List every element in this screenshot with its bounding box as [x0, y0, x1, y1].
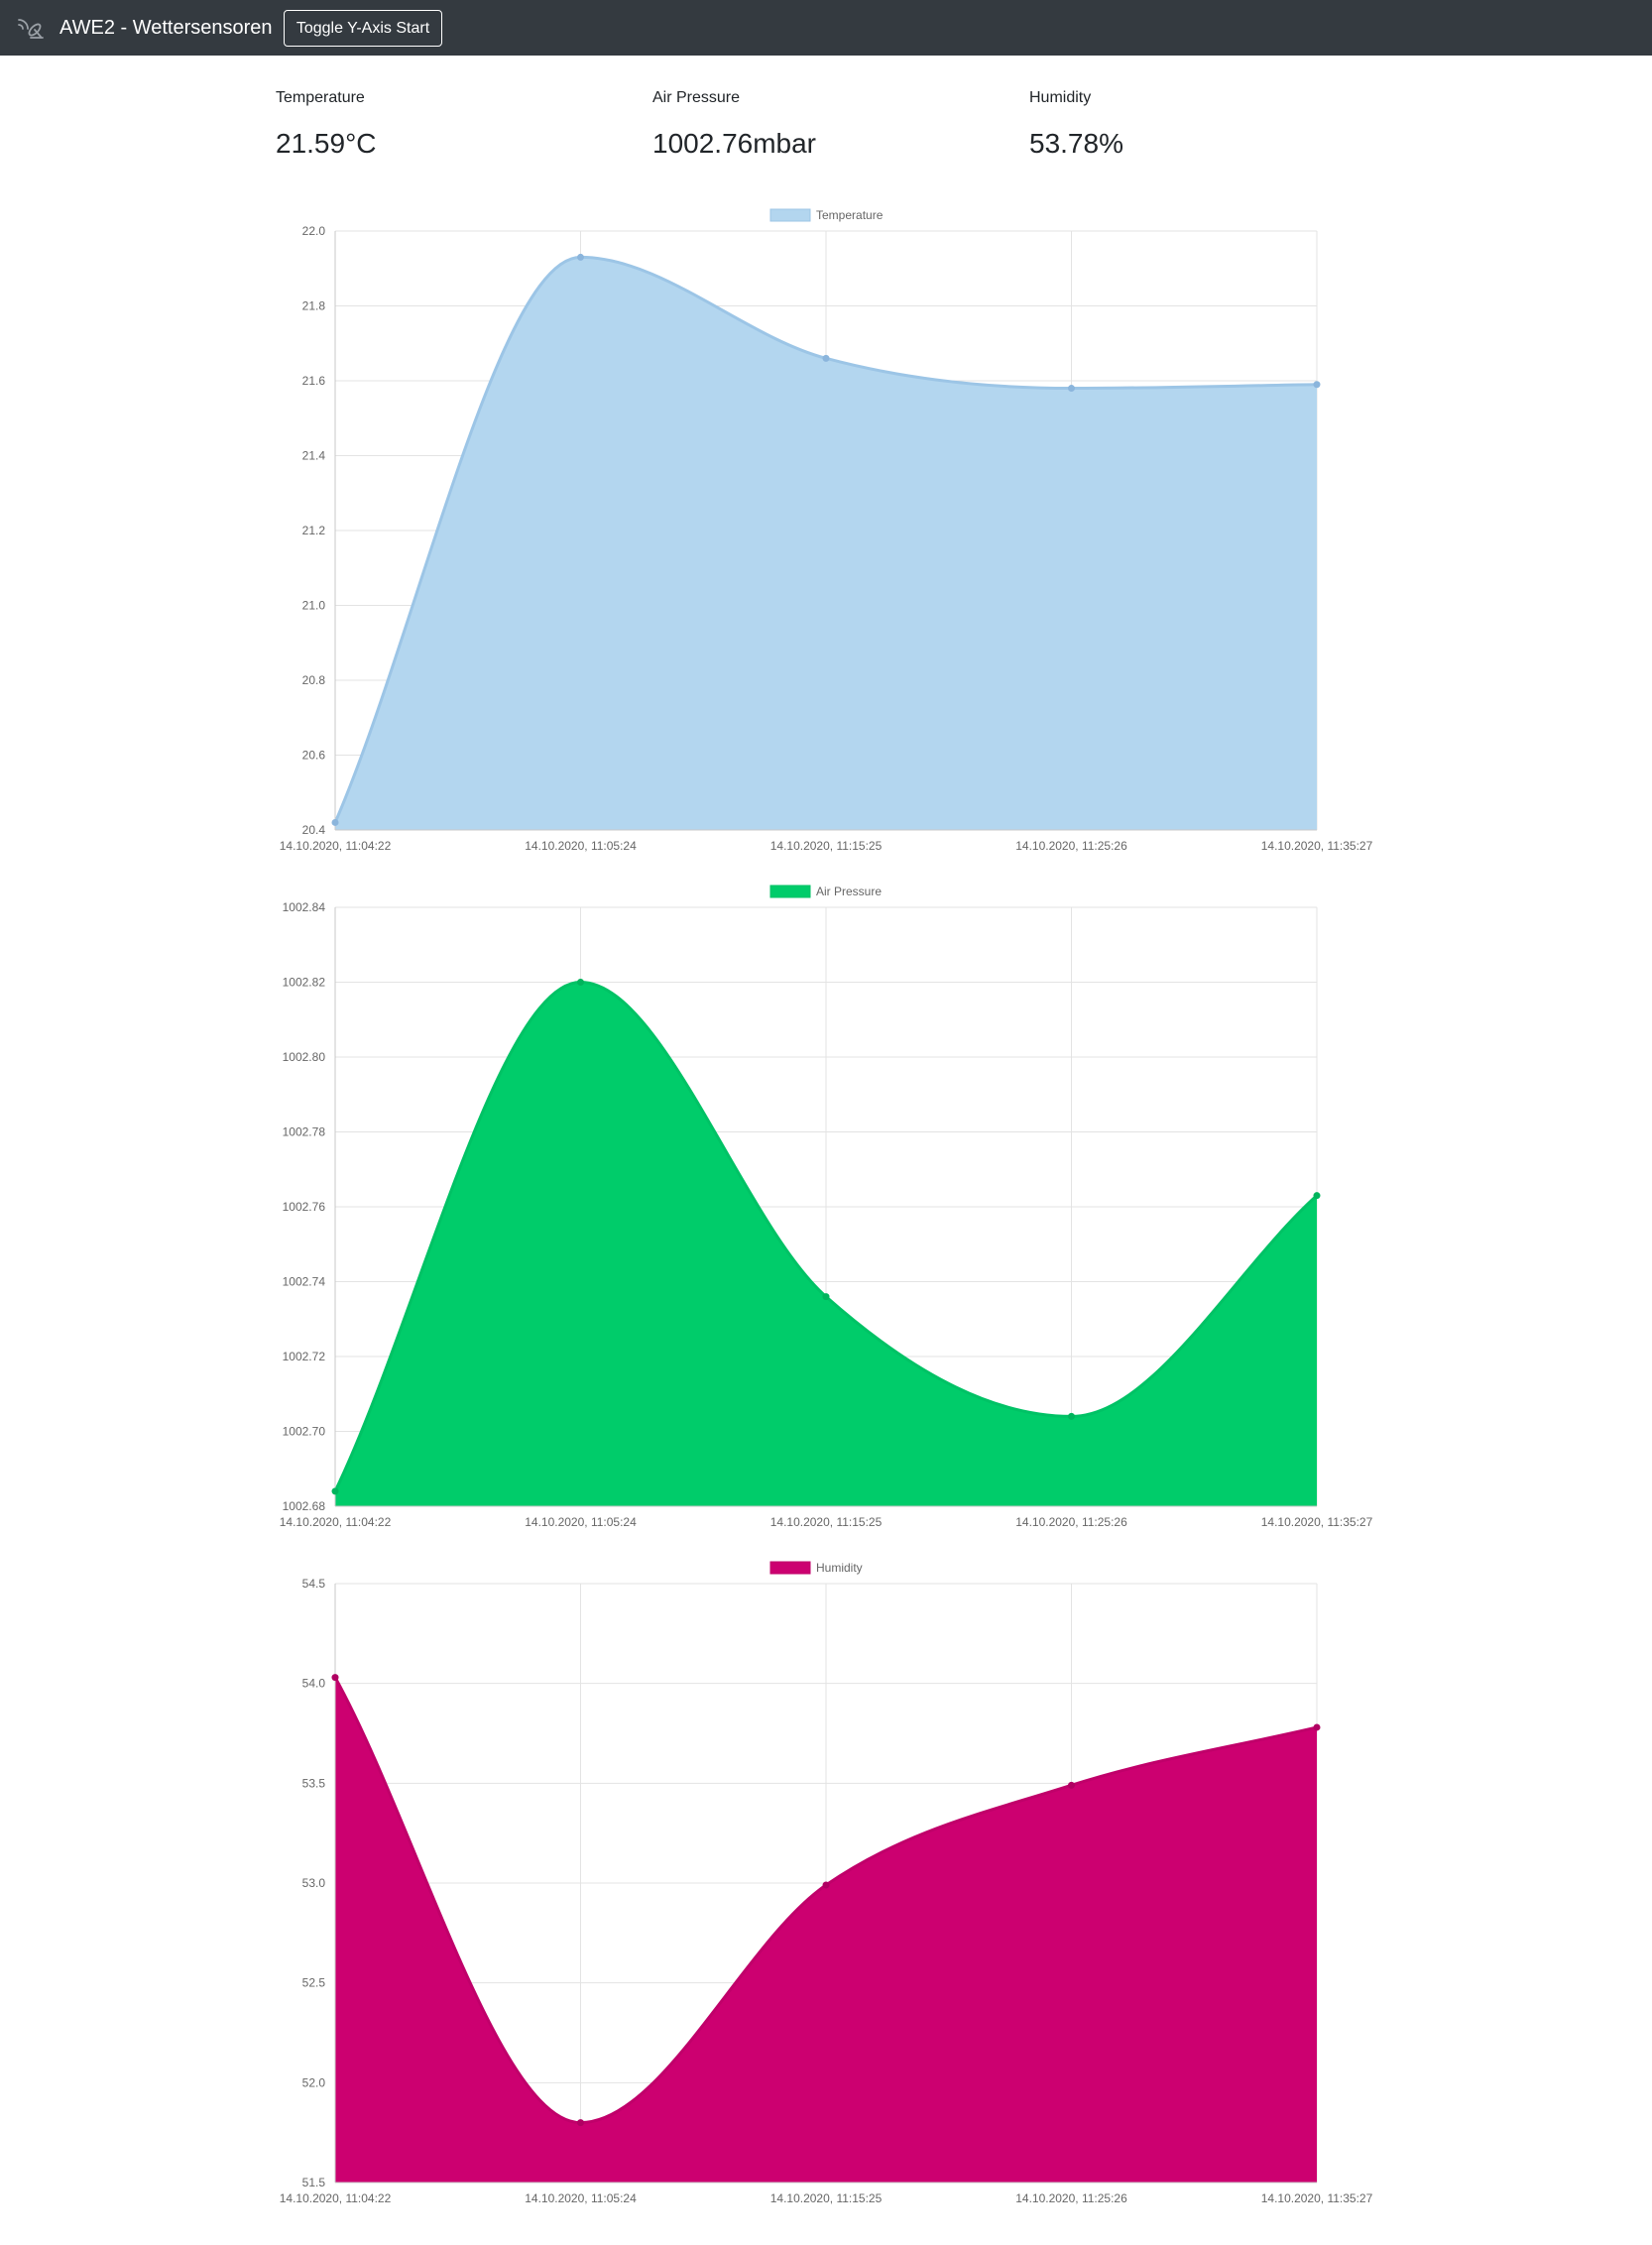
- y-tick-label: 52.0: [302, 2075, 326, 2089]
- temperature-chart: Temperature 20.4 20.6 20.8 21.0 21.2 21.4 21.6 2…: [280, 208, 1373, 853]
- legend-swatch: [769, 1561, 811, 1575]
- y-tick-label: 1002.68: [283, 1499, 326, 1513]
- x-tick-label: 14.10.2020, 11:04:22: [280, 839, 392, 853]
- y-tick-label: 51.5: [302, 2176, 326, 2189]
- data-point[interactable]: [1313, 1723, 1321, 1731]
- y-tick-label: 54.5: [302, 1577, 326, 1591]
- legend-label: Humidity: [816, 1561, 863, 1575]
- y-tick-label: 22.0: [302, 224, 326, 238]
- y-tick-label: 1002.80: [283, 1050, 326, 1064]
- x-tick-label: 14.10.2020, 11:05:24: [525, 2191, 637, 2205]
- y-tick-label: 20.4: [302, 823, 326, 837]
- data-point[interactable]: [822, 354, 830, 362]
- satellite-dish-icon: [18, 19, 44, 39]
- x-tick-label: 14.10.2020, 11:25:26: [1015, 1515, 1127, 1529]
- x-tick-label: 14.10.2020, 11:04:22: [280, 2191, 392, 2205]
- data-point[interactable]: [1313, 1192, 1321, 1200]
- reading-label: Humidity: [1029, 89, 1092, 106]
- y-tick-label: 21.0: [302, 599, 326, 613]
- air-pressure-chart: Air Pressure 1002.68 1002.70 1002.72 1002.74…: [280, 885, 1373, 1529]
- series-area: [335, 257, 1317, 830]
- y-tick-label: 52.5: [302, 1976, 326, 1990]
- y-tick-label: 1002.74: [283, 1275, 326, 1289]
- reading-value: 53.78%: [1029, 128, 1123, 159]
- data-point[interactable]: [577, 979, 584, 986]
- y-tick-label: 21.8: [302, 299, 326, 313]
- navbar: AWE2 - Wettersensoren Toggle Y-Axis Star…: [0, 0, 1652, 56]
- data-point[interactable]: [1313, 381, 1321, 389]
- x-tick-label: 14.10.2020, 11:15:25: [770, 1515, 883, 1529]
- y-tick-label: 53.0: [302, 1876, 326, 1890]
- reading-value: 1002.76mbar: [652, 128, 817, 159]
- series-area: [335, 1677, 1317, 2183]
- chart-legend: Humidity: [769, 1561, 863, 1575]
- reading-value: 21.59°C: [276, 128, 377, 159]
- app-title: AWE2 - Wettersensoren: [59, 17, 273, 39]
- y-tick-label: 1002.70: [283, 1425, 326, 1439]
- data-point[interactable]: [1068, 1781, 1075, 1789]
- series-area: [335, 982, 1317, 1506]
- data-point[interactable]: [577, 253, 584, 261]
- data-point[interactable]: [331, 818, 339, 826]
- y-tick-label: 1002.76: [283, 1200, 326, 1214]
- y-tick-label: 53.5: [302, 1776, 326, 1790]
- data-point[interactable]: [577, 2119, 584, 2127]
- x-tick-label: 14.10.2020, 11:35:27: [1261, 2191, 1373, 2205]
- y-tick-label: 21.4: [302, 449, 326, 463]
- x-tick-label: 14.10.2020, 11:25:26: [1015, 839, 1127, 853]
- y-tick-label: 1002.78: [283, 1125, 326, 1139]
- y-tick-label: 21.2: [302, 524, 326, 537]
- legend-swatch: [769, 208, 811, 222]
- y-tick-label: 1002.82: [283, 976, 326, 990]
- series-line: [333, 255, 1318, 824]
- x-tick-label: 14.10.2020, 11:25:26: [1015, 2191, 1127, 2205]
- reading-label: Temperature: [276, 89, 365, 106]
- humidity-chart: Humidity 51.5 52.0 52.5 53.0 53.5 54.0 54.5 14.1…: [280, 1561, 1373, 2205]
- data-point[interactable]: [822, 1293, 830, 1301]
- x-tick-label: 14.10.2020, 11:15:25: [770, 839, 883, 853]
- chart-legend: Temperature: [769, 208, 884, 222]
- y-tick-label: 21.6: [302, 374, 326, 388]
- legend-swatch: [769, 885, 811, 898]
- chart-legend: Air Pressure: [769, 885, 882, 898]
- temperature-reading: Temperature 21.59°C: [276, 87, 633, 161]
- toggle-y-axis-button[interactable]: Toggle Y-Axis Start: [284, 10, 442, 47]
- x-tick-label: 14.10.2020, 11:15:25: [770, 2191, 883, 2205]
- y-tick-label: 20.8: [302, 673, 326, 687]
- data-point[interactable]: [331, 1674, 339, 1682]
- reading-label: Air Pressure: [652, 89, 741, 106]
- legend-label: Air Pressure: [816, 885, 882, 898]
- data-point[interactable]: [1068, 1412, 1075, 1420]
- y-tick-label: 20.6: [302, 749, 326, 763]
- x-tick-label: 14.10.2020, 11:05:24: [525, 1515, 637, 1529]
- x-tick-label: 14.10.2020, 11:35:27: [1261, 839, 1373, 853]
- series-line: [333, 1676, 1318, 2125]
- x-tick-label: 14.10.2020, 11:35:27: [1261, 1515, 1373, 1529]
- data-point[interactable]: [331, 1487, 339, 1495]
- legend-label: Temperature: [816, 208, 884, 222]
- y-tick-label: 54.0: [302, 1677, 326, 1691]
- data-point[interactable]: [1068, 385, 1075, 393]
- humidity-reading: Humidity 53.78%: [1029, 87, 1386, 161]
- x-tick-label: 14.10.2020, 11:05:24: [525, 839, 637, 853]
- y-tick-label: 1002.72: [283, 1350, 326, 1363]
- x-tick-label: 14.10.2020, 11:04:22: [280, 1515, 392, 1529]
- data-point[interactable]: [822, 1881, 830, 1889]
- air-pressure-reading: Air Pressure 1002.76mbar: [652, 87, 1009, 161]
- y-tick-label: 1002.84: [283, 900, 326, 914]
- series-line: [333, 980, 1319, 1492]
